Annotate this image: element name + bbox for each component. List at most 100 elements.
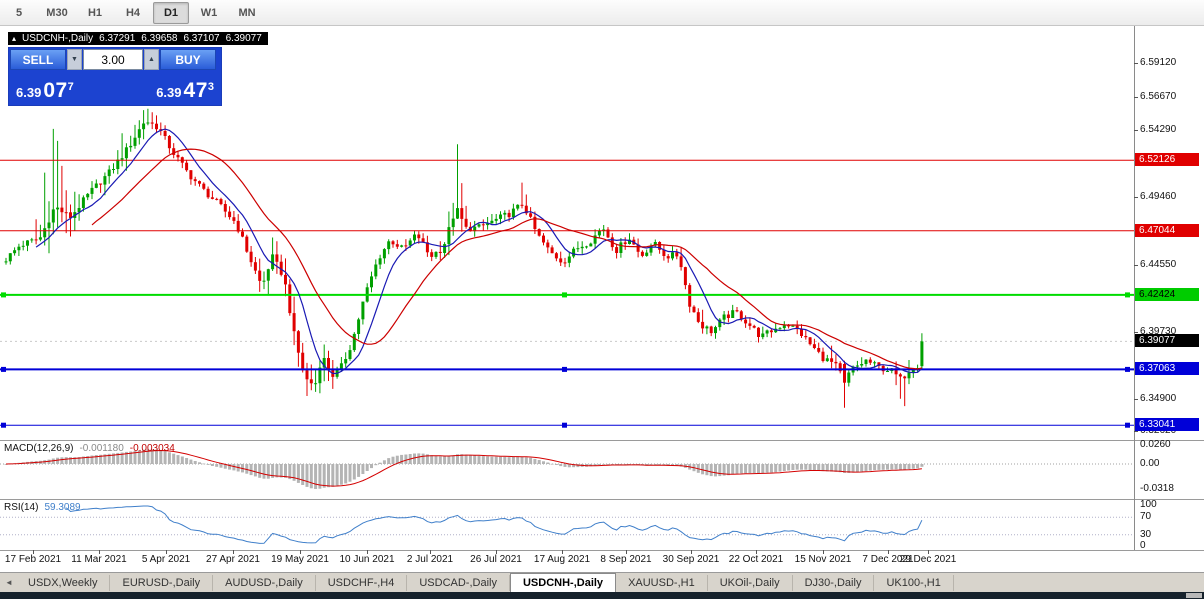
date-tick-mark [562, 550, 563, 554]
date-label: 2 Jul 2021 [406, 554, 454, 565]
price-tick-label: 6.59120 [1140, 57, 1177, 68]
macd-signal-line [5, 449, 922, 487]
time-axis-separator [0, 550, 1204, 551]
chart-tab-xauusd[interactable]: XAUUSD-,H1 [616, 574, 708, 591]
one-click-trading-panel: SELL ▼ ▲ BUY 6.39077 6.39473 [8, 47, 222, 106]
macd-indicator [0, 449, 1134, 489]
statusbar-corner [1186, 593, 1202, 598]
date-label: 22 Oct 2021 [728, 554, 784, 565]
price-tick-label: 6.39730 [1140, 326, 1177, 337]
date-tick-mark [367, 550, 368, 554]
volume-decrease-button[interactable]: ▼ [67, 49, 82, 70]
timeframe-button-h4[interactable]: H4 [125, 6, 141, 19]
macd-signal-value: -0.003034 [129, 443, 175, 454]
price-tick-mark [1134, 63, 1138, 64]
price-badge-6.52126: 6.52126 [1135, 153, 1199, 166]
date-label: 30 Sep 2021 [662, 554, 720, 565]
rsi-label: RSI(14) 59.3089 [4, 502, 81, 513]
chart-tab-usdcad[interactable]: USDCAD-,Daily [407, 574, 510, 591]
date-label: 27 Apr 2021 [206, 554, 260, 565]
price-badge-6.33041: 6.33041 [1135, 418, 1199, 431]
macd-label: MACD(12,26,9) -0.001180 -0.003034 [4, 443, 175, 454]
ask-price[interactable]: 6.39473 [156, 80, 214, 102]
bid-sup: 7 [67, 81, 74, 93]
timeframe-button-w1[interactable]: W1 [200, 6, 218, 19]
date-label: 8 Sep 2021 [600, 554, 652, 565]
timeframe-button-m30[interactable]: M30 [46, 6, 68, 19]
chart-tab-usdcnh[interactable]: USDCNH-,Daily [509, 572, 617, 593]
date-tick-mark [928, 550, 929, 554]
candles [4, 108, 924, 408]
hline-6.33041[interactable] [0, 422, 1134, 428]
sell-button[interactable]: SELL [10, 49, 66, 70]
timeframe-button-h1[interactable]: H1 [87, 6, 103, 19]
chart-tab-eurusd[interactable]: EURUSD-,Daily [110, 574, 214, 591]
price-tick-label: 6.54290 [1140, 124, 1177, 135]
chart-tab-usdx[interactable]: USDX,Weekly [16, 574, 111, 591]
timeframe-button-mn[interactable]: MN [238, 6, 256, 19]
date-tick-mark [888, 550, 889, 554]
price-badge-6.37063: 6.37063 [1135, 362, 1199, 375]
indicator-axis-label: 100 [1140, 499, 1157, 510]
date-tick-mark [166, 550, 167, 554]
ohlc-high: 6.39658 [141, 33, 178, 44]
chart-icon: ▴ [12, 34, 17, 43]
indicator-axis-label: 0 [1140, 540, 1146, 551]
date-label: 15 Nov 2021 [794, 554, 852, 565]
status-bar [0, 592, 1204, 599]
price-tick-label: 6.56670 [1140, 91, 1177, 102]
ask-sup: 3 [207, 81, 214, 93]
rsi-panel-separator[interactable] [0, 499, 1204, 500]
ohlc-open: 6.37291 [99, 33, 136, 44]
date-label: 26 Jul 2021 [470, 554, 522, 565]
hline-6.42424[interactable] [0, 292, 1134, 298]
indicator-axis-label: 30 [1140, 529, 1152, 540]
date-label: 29 Dec 2021 [899, 554, 957, 565]
date-tick-mark [233, 550, 234, 554]
chart-tab-audusd[interactable]: AUDUSD-,Daily [213, 574, 316, 591]
rsi-line [65, 505, 923, 544]
date-label: 5 Apr 2021 [141, 554, 191, 565]
price-tick-mark [1134, 130, 1138, 131]
chart-tab-usdchf[interactable]: USDCHF-,H4 [316, 574, 408, 591]
date-tick-mark [691, 550, 692, 554]
ma-fast-line [35, 128, 923, 375]
date-label: 19 May 2021 [271, 554, 329, 565]
chart-tab-uk100[interactable]: UK100-,H1 [874, 574, 954, 591]
date-label: 17 Feb 2021 [4, 554, 62, 565]
macd-panel-separator[interactable] [0, 440, 1204, 441]
symbol-title: USDCNH-,Daily [22, 33, 94, 44]
rsi-name: RSI(14) [4, 502, 39, 513]
price-badge-6.42424: 6.42424 [1135, 288, 1199, 301]
symbol-ohlc-bar: ▴ USDCNH-,Daily 6.37291 6.39658 6.37107 … [8, 32, 268, 45]
price-tick-label: 6.49460 [1140, 191, 1177, 202]
date-tick-mark [430, 550, 431, 554]
timeframe-button-5[interactable]: 5 [15, 6, 23, 19]
buy-button[interactable]: BUY [160, 49, 216, 70]
bid-small: 6.39 [16, 85, 42, 100]
indicator-axis-label: 70 [1140, 511, 1152, 522]
indicator-axis-label: -0.0318 [1140, 483, 1174, 494]
date-label: 7 Dec 2021 [862, 554, 914, 565]
bid-big: 07 [43, 79, 68, 102]
price-tick-label: 6.44550 [1140, 259, 1177, 270]
macd-main-value: -0.001180 [79, 443, 124, 454]
price-tick-mark [1134, 332, 1138, 333]
chart-tab-bar: ◄ USDX,Weekly EURUSD-,Daily AUDUSD-,Daily US… [0, 572, 1204, 593]
chart-tab-ukoil[interactable]: UKOil-,Daily [708, 574, 793, 591]
date-label: 17 Aug 2021 [533, 554, 591, 565]
tab-scroll-left-button[interactable]: ◄ [5, 578, 13, 587]
volume-input[interactable] [83, 49, 143, 70]
date-tick-mark [756, 550, 757, 554]
bid-price[interactable]: 6.39077 [16, 79, 74, 102]
price-tick-label: 6.34900 [1140, 393, 1177, 404]
chart-tab-dj30[interactable]: DJ30-,Daily [793, 574, 875, 591]
volume-increase-button[interactable]: ▲ [144, 49, 159, 70]
hline-6.37063[interactable] [0, 366, 1134, 372]
price-tick-mark [1134, 265, 1138, 266]
timeframe-button-d1[interactable]: D1 [153, 1, 189, 24]
price-axis-line [1134, 26, 1135, 550]
price-tick-mark [1134, 197, 1138, 198]
